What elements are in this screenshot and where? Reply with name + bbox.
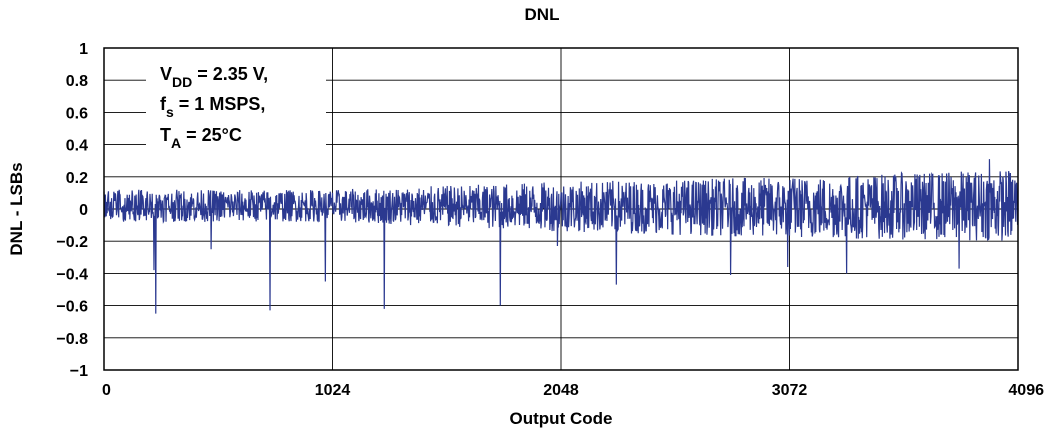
y-tick-label: 0.4 bbox=[66, 138, 88, 155]
annotation-box bbox=[146, 48, 326, 152]
dnl-series bbox=[103, 159, 1019, 314]
x-tick-label: 3072 bbox=[772, 382, 808, 399]
y-tick-label: −0.2 bbox=[56, 234, 88, 251]
y-tick-label: 0.2 bbox=[66, 170, 88, 187]
annotation-line-2: fs = 1 MSPS, bbox=[160, 94, 265, 120]
x-axis-ticks: 0 1024 2048 3072 4096 bbox=[102, 382, 1044, 399]
annotation-line-3: TA = 25°C bbox=[160, 125, 242, 151]
y-tick-label: 0.8 bbox=[66, 73, 88, 90]
y-axis-ticks: 1 0.8 0.6 0.4 0.2 0 −0.2 −0.4 −0.6 −0.8 −1 bbox=[56, 41, 88, 380]
y-tick-label: −0.8 bbox=[56, 331, 88, 348]
chart-title: DNL bbox=[525, 5, 560, 24]
x-tick-label: 4096 bbox=[1008, 382, 1044, 399]
y-axis-label: DNL - LSBs bbox=[7, 162, 26, 255]
y-tick-label: −1 bbox=[70, 363, 88, 380]
y-tick-label: −0.6 bbox=[56, 299, 88, 316]
dnl-trace-line bbox=[103, 159, 1019, 314]
y-tick-label: 1 bbox=[79, 41, 88, 58]
y-tick-label: 0 bbox=[79, 202, 88, 219]
x-tick-label: 1024 bbox=[315, 382, 351, 399]
plot-frame bbox=[103, 47, 1019, 371]
y-tick-label: 0.6 bbox=[66, 105, 88, 122]
y-tick-label: −0.4 bbox=[56, 266, 88, 283]
x-tick-label: 0 bbox=[102, 382, 111, 399]
annotation-line-1: VDD = 2.35 V, bbox=[160, 64, 268, 90]
x-tick-label: 2048 bbox=[543, 382, 579, 399]
x-axis-label: Output Code bbox=[510, 409, 613, 428]
